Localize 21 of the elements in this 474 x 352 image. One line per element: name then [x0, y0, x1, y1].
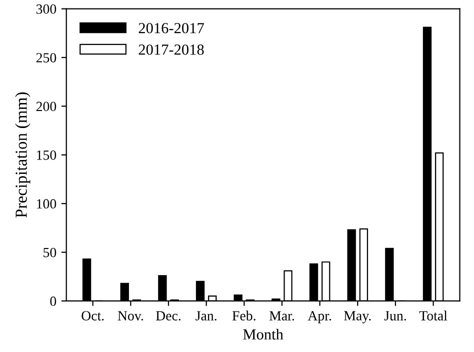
- x-tick-label: Mar.: [269, 311, 294, 321]
- y-tick-label: 100: [37, 199, 56, 209]
- y-tick-label: 50: [44, 248, 56, 258]
- x-tick-label: Jan.: [196, 311, 216, 321]
- y-tick-label: 300: [36, 4, 56, 14]
- y-axis-title: Precipitation (mm): [15, 92, 30, 218]
- x-tick-label: Oct.: [82, 311, 104, 321]
- x-tick-label: Nov.: [118, 311, 143, 321]
- y-tick-label: 250: [36, 53, 56, 62]
- y-tick-label: 200: [36, 102, 56, 112]
- x-tick-label: Jun.: [384, 311, 406, 321]
- legend-label: 2017-2018: [138, 44, 204, 55]
- legend-label: 2016-2017: [138, 22, 204, 34]
- x-tick-label: Dec.: [156, 311, 180, 321]
- x-tick-label: Feb.: [232, 310, 256, 321]
- y-tick-label: 0: [50, 296, 56, 306]
- x-axis-title: Month: [243, 328, 284, 340]
- y-tick-label: 150: [37, 150, 56, 160]
- x-tick-label: Apr.: [308, 311, 332, 324]
- x-tick-label: Total: [419, 310, 448, 320]
- x-tick-label: May.: [344, 311, 371, 324]
